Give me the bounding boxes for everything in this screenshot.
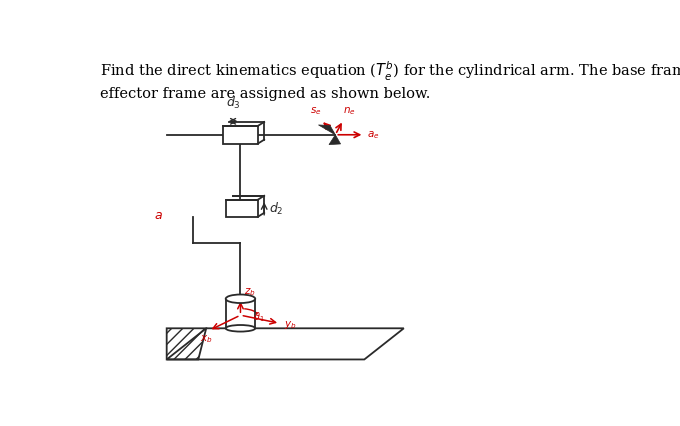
Ellipse shape xyxy=(226,325,255,331)
Bar xyxy=(226,200,258,217)
Text: $y_b$: $y_b$ xyxy=(284,319,296,331)
Ellipse shape xyxy=(226,294,255,303)
Polygon shape xyxy=(167,328,404,360)
Text: $n_e$: $n_e$ xyxy=(343,106,356,118)
Text: $s_e$: $s_e$ xyxy=(310,106,322,118)
Text: Find the direct kinematics equation ($T_e^b$) for the cylindrical arm. The base : Find the direct kinematics equation ($T_… xyxy=(100,59,680,101)
Text: $a$: $a$ xyxy=(154,209,163,222)
Text: $d_2$: $d_2$ xyxy=(269,201,284,216)
Text: $d_3$: $d_3$ xyxy=(226,95,241,112)
Text: $z_b$: $z_b$ xyxy=(244,287,256,299)
Bar xyxy=(223,126,258,144)
Text: $x_b$: $x_b$ xyxy=(200,333,213,345)
Text: $\vartheta_1$: $\vartheta_1$ xyxy=(252,311,265,324)
Polygon shape xyxy=(329,135,341,144)
Polygon shape xyxy=(318,125,335,135)
Text: $a_e$: $a_e$ xyxy=(367,129,379,141)
